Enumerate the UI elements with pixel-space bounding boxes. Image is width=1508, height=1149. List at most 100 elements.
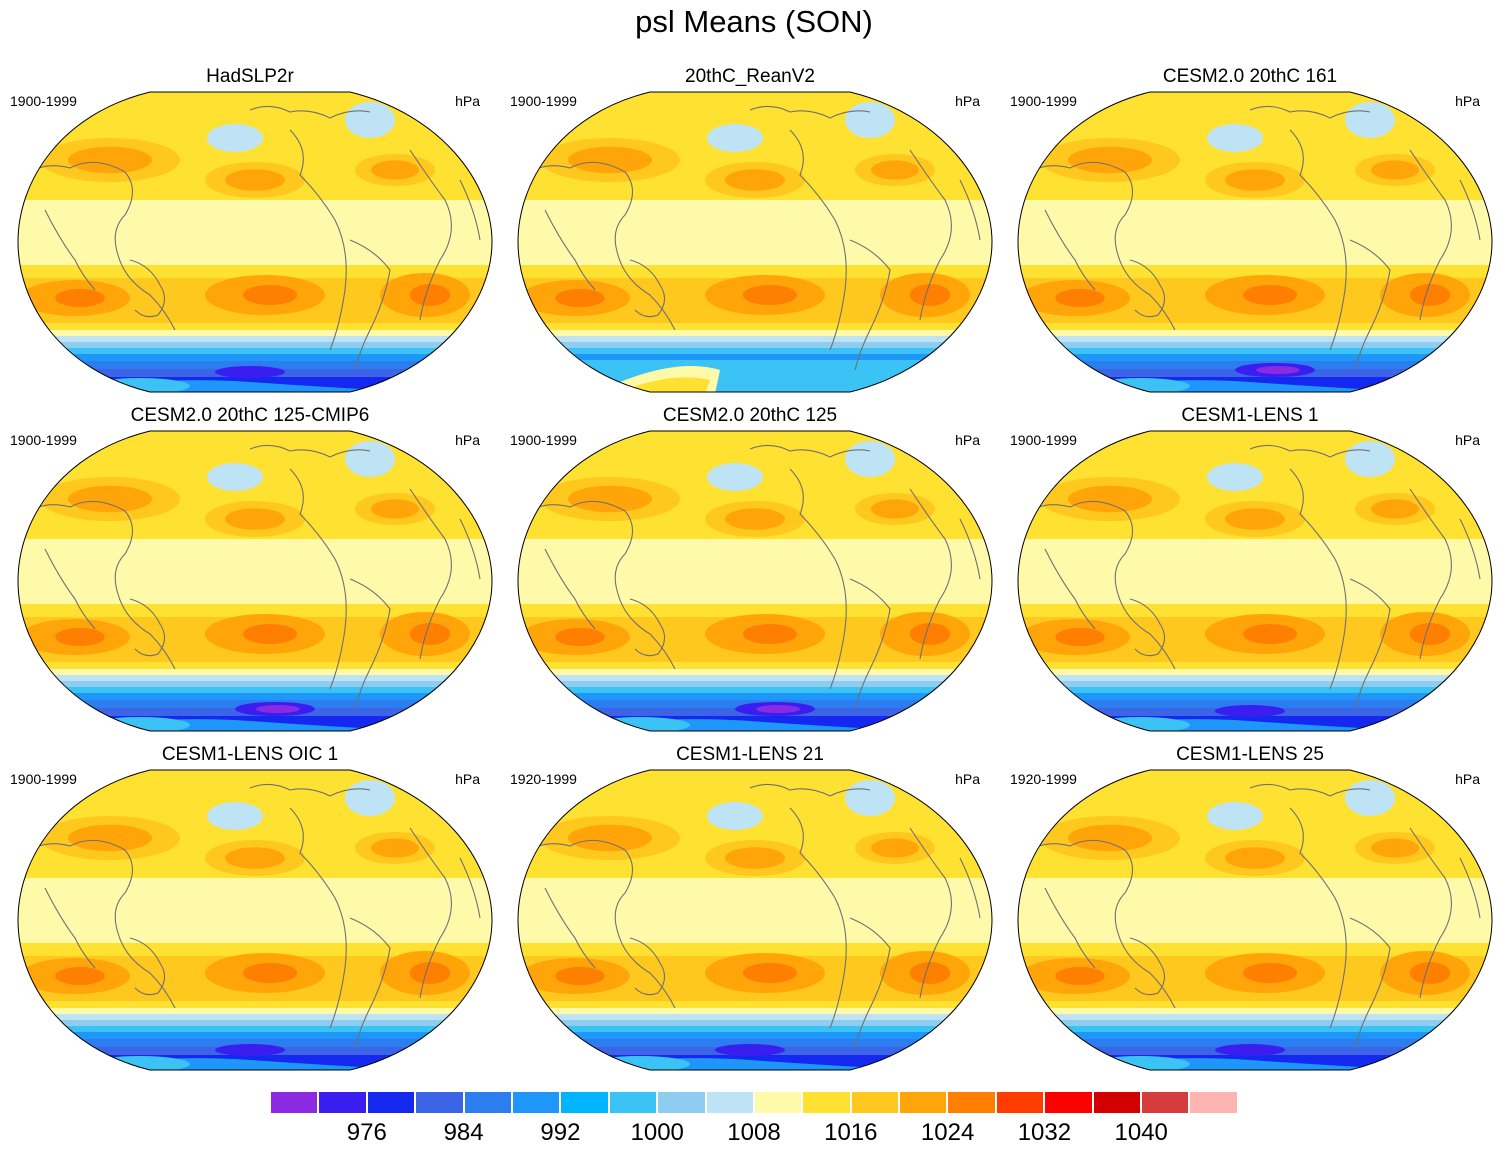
southern-ocean-band (1018, 336, 1492, 342)
coastline (289, 807, 347, 1029)
map-panel: 20thC_ReanV2 1900-1999 hPa (500, 66, 1000, 393)
coastline (1349, 578, 1391, 710)
colorbar-boxes (270, 1091, 1238, 1114)
deep-low (715, 1044, 785, 1056)
north-high (371, 499, 419, 519)
map-panel: CESM1-LENS 25 1920-1999 hPa (1000, 744, 1500, 1071)
southern-ocean-band (18, 1014, 492, 1020)
colorbar-box (753, 1091, 803, 1114)
aleutian-low (707, 124, 763, 152)
map-panel: CESM2.0 20thC 125-CMIP6 1900-1999 hPa (0, 405, 500, 732)
southern-ocean-band (1018, 693, 1492, 700)
map-panel: HadSLP2r 1900-1999 hPa (0, 66, 500, 393)
north-high (1371, 499, 1419, 519)
map-panel: CESM2.0 20thC 161 1900-1999 hPa (1000, 66, 1500, 393)
psl-map (517, 430, 993, 732)
colorbar-label: 992 (540, 1119, 581, 1146)
colorbar-box (802, 1091, 851, 1114)
map-panel: CESM1-LENS 21 1920-1999 hPa (500, 744, 1000, 1071)
southern-ocean-band (518, 1039, 992, 1047)
coastline (849, 578, 891, 710)
aleutian-low (207, 802, 263, 830)
north-high (1371, 160, 1419, 180)
north-high (68, 146, 152, 174)
psl-map (17, 430, 493, 732)
colorbar-box (608, 1091, 658, 1114)
psl-map (517, 91, 993, 393)
panel-units: hPa (455, 432, 480, 448)
north-high (568, 824, 652, 852)
coastline (909, 149, 952, 321)
coastline (909, 827, 952, 999)
figure-title: psl Means (SON) (635, 4, 873, 39)
southern-ocean-band (1018, 354, 1492, 361)
panel-title: CESM2.0 20thC 125-CMIP6 (130, 405, 370, 426)
coastline (519, 161, 676, 331)
icelandic-low (845, 102, 895, 138)
coastline (129, 259, 166, 318)
coastline (519, 500, 676, 670)
colorbar-box (511, 1091, 561, 1114)
southern-ocean-band (1018, 348, 1492, 354)
coastline (19, 500, 176, 670)
colorbar-box (657, 1091, 706, 1114)
coastline (129, 937, 166, 996)
north-high (68, 824, 152, 852)
panel-title: CESM1-LENS OIC 1 (161, 744, 339, 765)
aleutian-low (1207, 802, 1263, 830)
colorbar-box (560, 1091, 609, 1114)
coastline (1459, 857, 1481, 919)
coastline (959, 179, 981, 241)
southern-ocean-band (1018, 675, 1492, 681)
southern-ocean-band (518, 669, 992, 675)
coastline (959, 857, 981, 919)
southern-ocean-band (18, 1008, 492, 1014)
coastline (409, 488, 452, 660)
panel-title: HadSLP2r (206, 66, 294, 87)
coastline (544, 548, 596, 630)
coastline (249, 444, 371, 458)
southern-ocean-band (18, 1039, 492, 1047)
coastline (44, 548, 96, 630)
coastline (19, 161, 176, 331)
north-high (225, 508, 285, 530)
map-panel: CESM2.0 20thC 125 1900-1999 hPa (500, 405, 1000, 732)
coastline (1409, 827, 1452, 999)
deep-low (1215, 705, 1285, 717)
southern-ocean-band (518, 681, 992, 687)
southern-ocean-band (518, 342, 992, 348)
southern-ocean-band (18, 1020, 492, 1026)
southern-ocean-band (518, 336, 992, 342)
north-high (725, 508, 785, 530)
coastline (849, 239, 891, 371)
icelandic-low (345, 780, 395, 816)
psl-map (517, 769, 993, 1071)
coastline (749, 444, 871, 458)
colorbar-box (1092, 1091, 1142, 1114)
southern-ocean-band (1018, 1008, 1492, 1014)
panel-period: 1900-1999 (10, 771, 77, 787)
north-high (371, 838, 419, 858)
panel-period: 1900-1999 (1010, 93, 1077, 109)
coastline (1044, 209, 1096, 291)
coastline (19, 839, 176, 1009)
north-high (871, 499, 919, 519)
north-high (871, 838, 919, 858)
north-high (225, 169, 285, 191)
colorbar-box (947, 1091, 996, 1114)
aleutian-low (207, 463, 263, 491)
southern-ocean-band (18, 681, 492, 687)
coastline (349, 578, 391, 710)
north-high (1225, 169, 1285, 191)
coastline (1289, 807, 1347, 1029)
panel-units: hPa (1455, 432, 1480, 448)
coastline (1349, 917, 1391, 1049)
coastline (519, 839, 676, 1009)
southern-ocean-band (18, 693, 492, 700)
north-high (1068, 146, 1152, 174)
southern-ocean-band (1018, 1032, 1492, 1039)
north-high (1068, 485, 1152, 513)
map-outline (517, 769, 993, 1071)
panel-units: hPa (955, 771, 980, 787)
coastline (789, 807, 847, 1029)
